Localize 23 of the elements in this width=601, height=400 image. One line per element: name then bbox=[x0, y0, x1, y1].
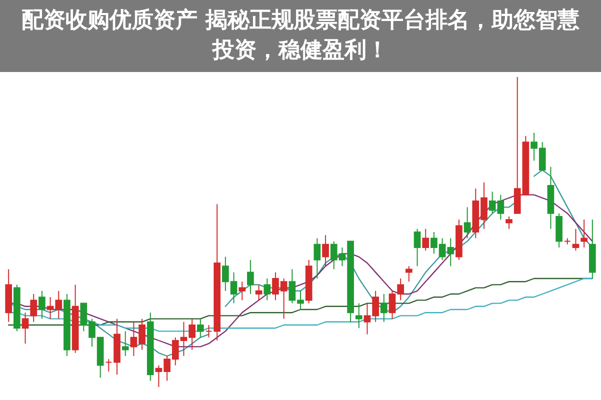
candlestick bbox=[38, 290, 46, 320]
candlestick bbox=[355, 302, 362, 329]
candlestick bbox=[196, 318, 204, 338]
candlestick bbox=[255, 284, 262, 301]
candlestick bbox=[464, 206, 471, 239]
candlestick bbox=[122, 330, 129, 356]
candlestick bbox=[314, 238, 321, 279]
candlestick bbox=[572, 228, 580, 252]
candlestick bbox=[414, 228, 421, 267]
candlestick bbox=[238, 281, 246, 301]
candlestick bbox=[247, 259, 254, 294]
chart-title: 配资收购优质资产 揭秘正规股票配资平台排名，助您智慧投资，稳健盈利！ bbox=[0, 0, 601, 72]
candlestick bbox=[580, 219, 588, 248]
candlestick bbox=[380, 294, 388, 322]
candlestick bbox=[22, 312, 29, 344]
candlestick bbox=[105, 358, 112, 372]
candlestick bbox=[205, 324, 212, 338]
candlestick bbox=[264, 278, 271, 301]
candlestick bbox=[406, 266, 412, 282]
candlestick bbox=[30, 294, 38, 322]
candlestick bbox=[322, 234, 329, 267]
candlestick bbox=[506, 216, 512, 230]
candlestick bbox=[422, 228, 430, 252]
